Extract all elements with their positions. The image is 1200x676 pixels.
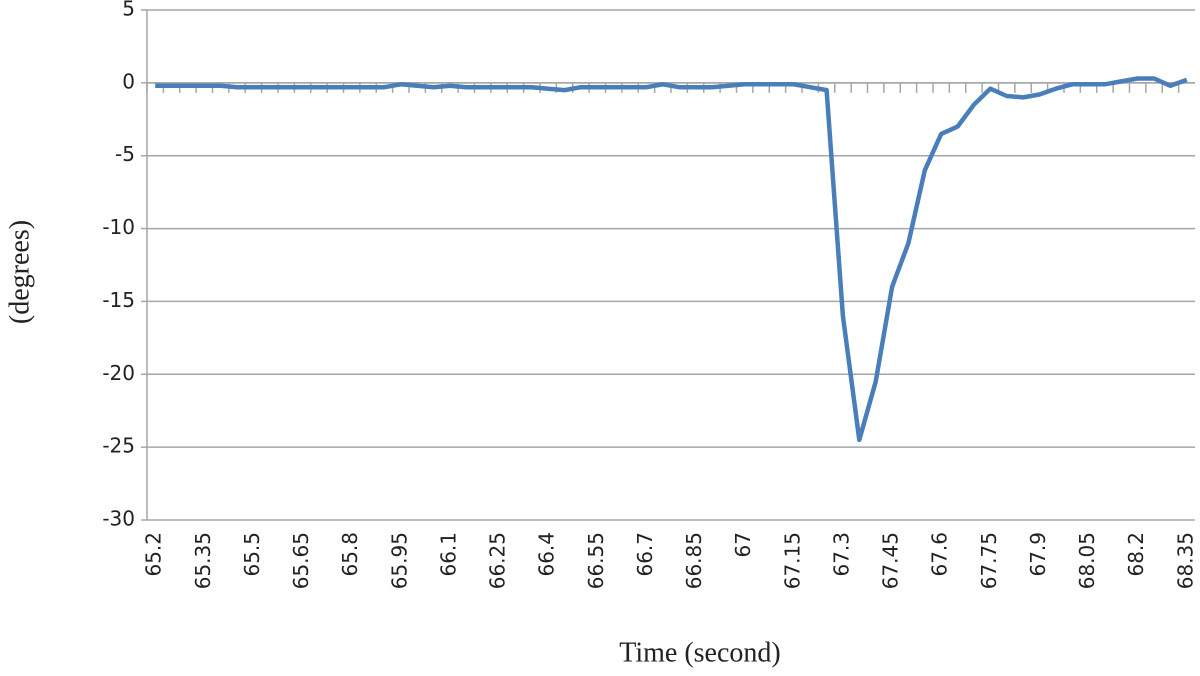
x-tick-label: 67 bbox=[731, 532, 755, 557]
x-tick-label: 67.9 bbox=[1026, 532, 1050, 577]
x-tick-label: 65.8 bbox=[338, 532, 362, 577]
y-tick-label: -20 bbox=[102, 361, 135, 385]
y-tick-label: -30 bbox=[102, 507, 135, 531]
x-tick-label: 66.7 bbox=[633, 532, 657, 577]
x-tick-label: 67.6 bbox=[928, 532, 952, 577]
x-tick-label: 65.2 bbox=[142, 532, 166, 577]
x-tick-label: 65.65 bbox=[289, 532, 313, 589]
x-tick-label: 68.05 bbox=[1075, 532, 1099, 589]
x-tick-label: 68.2 bbox=[1124, 532, 1148, 577]
x-tick-label: 67.45 bbox=[879, 532, 903, 589]
y-tick-label: -25 bbox=[102, 434, 135, 458]
x-tick-label: 66.25 bbox=[486, 532, 510, 589]
x-tick-label: 67.3 bbox=[829, 532, 853, 577]
y-tick-label: 5 bbox=[122, 0, 135, 21]
data-line bbox=[155, 76, 1188, 443]
x-tick-label: 66.55 bbox=[584, 532, 608, 589]
y-tick-label: -15 bbox=[102, 288, 135, 312]
x-tick-label: 66.85 bbox=[682, 532, 706, 589]
x-axis-title: Time (second) bbox=[619, 637, 781, 668]
x-tick-label: 68.35 bbox=[1173, 532, 1197, 589]
y-axis-title: (degrees) bbox=[4, 220, 35, 324]
y-tick-label: 0 bbox=[122, 69, 135, 93]
y-tick-label: -5 bbox=[115, 142, 135, 166]
y-tick-label: -10 bbox=[102, 215, 135, 239]
x-tick-label: 67.75 bbox=[977, 532, 1001, 589]
x-tick-label: 67.15 bbox=[780, 532, 804, 589]
x-tick-label: 65.35 bbox=[191, 532, 215, 589]
x-tick-label: 66.4 bbox=[535, 532, 559, 577]
x-tick-label: 65.95 bbox=[387, 532, 411, 589]
x-tick-label: 65.5 bbox=[240, 532, 264, 577]
x-tick-label: 66.1 bbox=[436, 532, 460, 577]
